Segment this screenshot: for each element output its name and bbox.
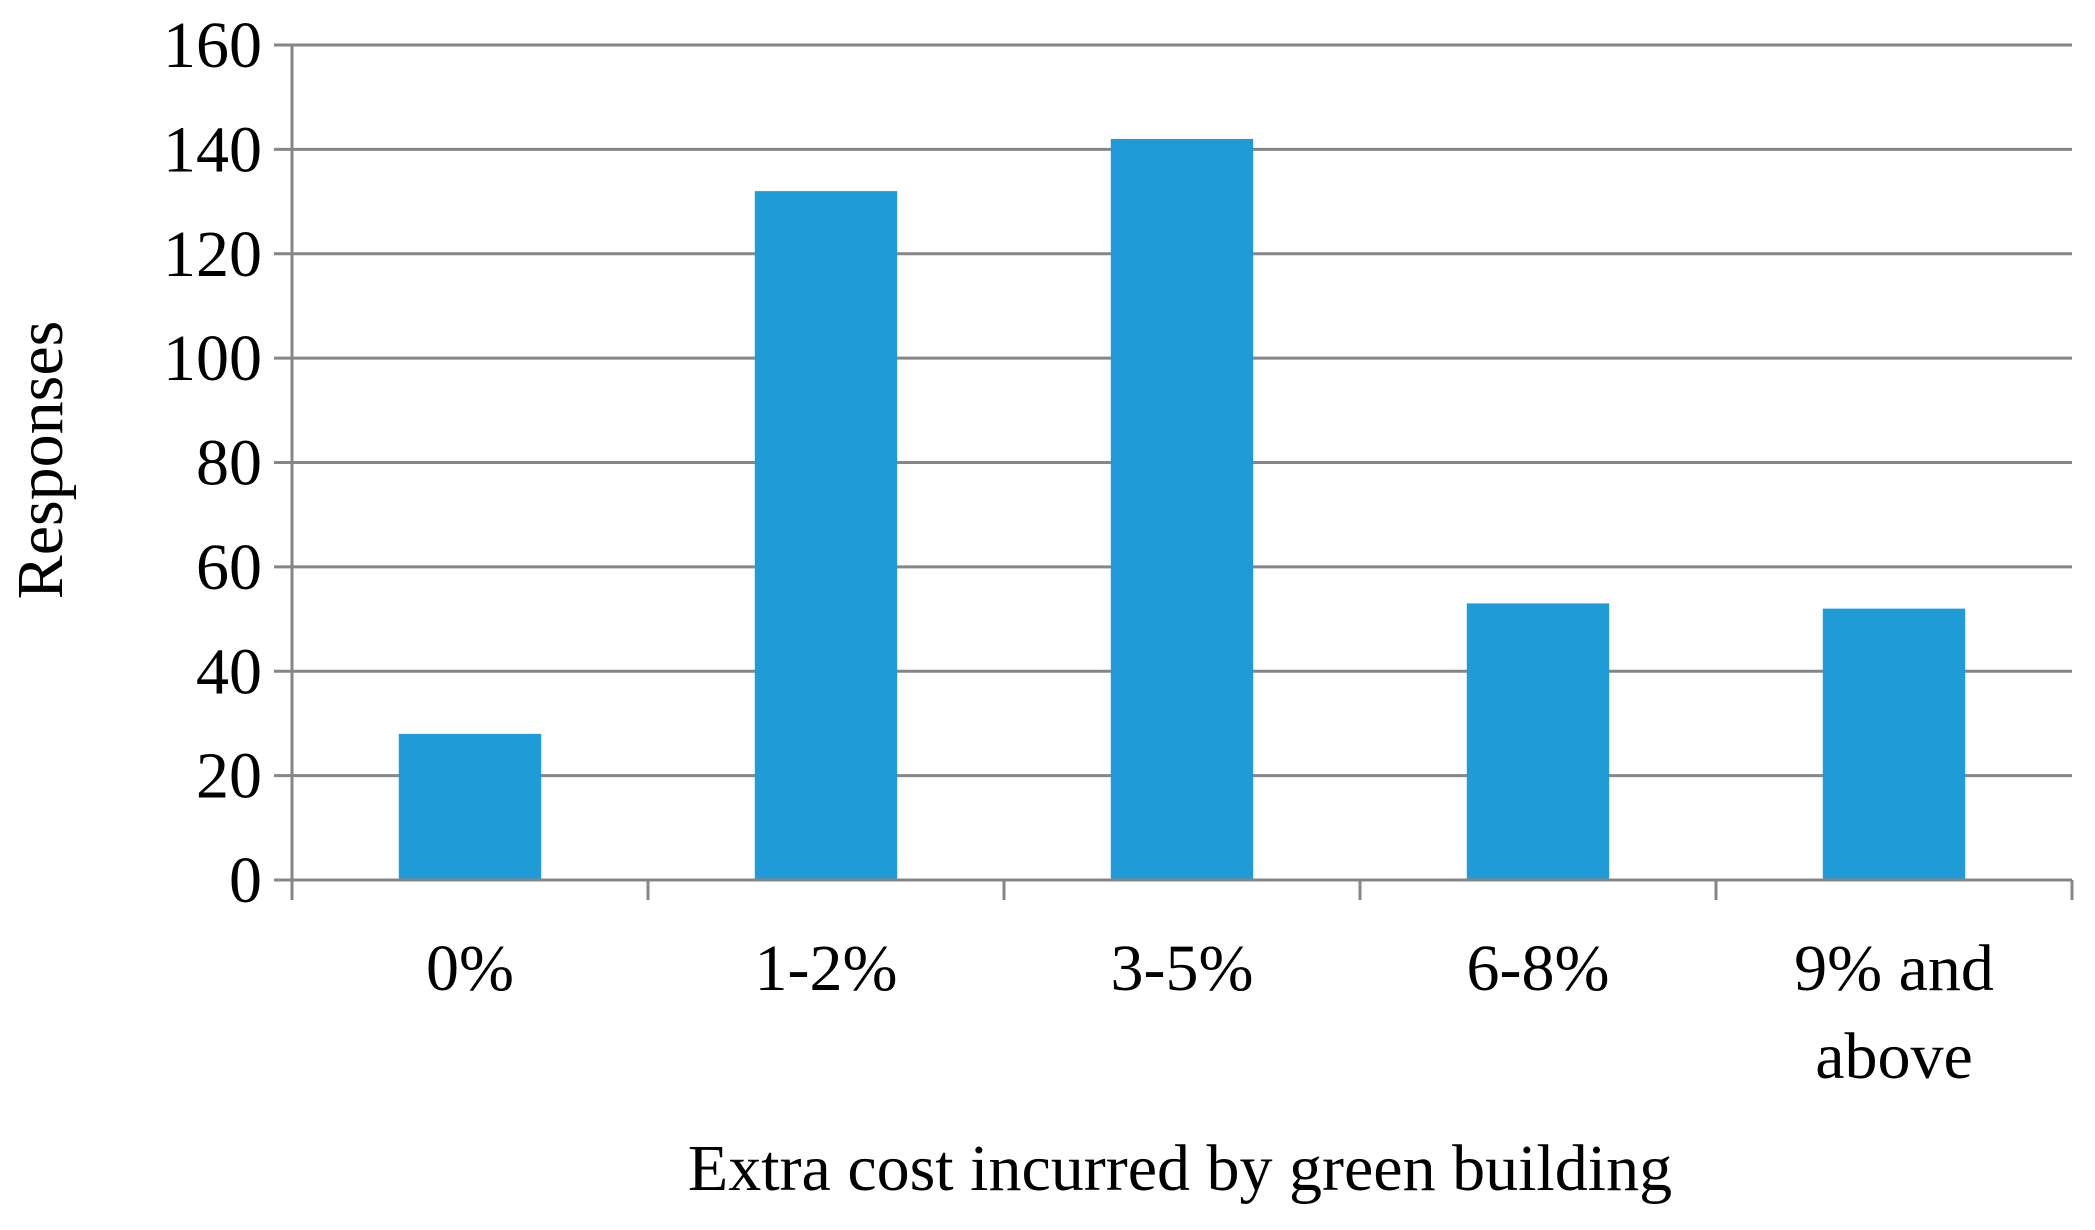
- x-tick-label: 0%: [426, 932, 514, 1005]
- bar: [754, 191, 898, 880]
- x-tick-labels: 0% 1-2% 3-5% 6-8% 9% and above: [426, 932, 1994, 1093]
- x-tick-label: 6-8%: [1467, 932, 1610, 1005]
- x-tick-label-line: 9% and: [1794, 932, 1994, 1005]
- bar: [1822, 608, 1966, 880]
- bar: [398, 733, 542, 880]
- x-tick-label-line: 1-2%: [755, 932, 898, 1005]
- y-tick-label: 160: [163, 9, 262, 82]
- axes: [274, 43, 2074, 900]
- x-tick-label-line: 6-8%: [1467, 932, 1610, 1005]
- y-tick-label: 20: [196, 740, 262, 813]
- x-tick-label: 9% and above: [1794, 932, 1994, 1093]
- bar: [1110, 138, 1254, 880]
- bar: [1466, 603, 1610, 880]
- y-tick-label: 60: [196, 531, 262, 604]
- y-tick-label: 140: [163, 113, 262, 186]
- y-tick-label: 40: [196, 635, 262, 708]
- x-axis-title: Extra cost incurred by green building: [688, 1132, 1672, 1205]
- y-axis-title: Responses: [4, 321, 77, 600]
- y-tick-label: 120: [163, 218, 262, 291]
- bars: [398, 138, 1966, 880]
- y-tick-label: 0: [229, 844, 262, 917]
- x-tick-label-line: above: [1815, 1020, 1973, 1093]
- y-tick-label: 100: [163, 322, 262, 395]
- x-tick-label-line: 0%: [426, 932, 514, 1005]
- x-tick-label-line: 3-5%: [1111, 932, 1254, 1005]
- x-tick-label: 3-5%: [1111, 932, 1254, 1005]
- y-tick-labels: 0 20 40 60 80 100 120 140 160: [163, 9, 262, 917]
- y-tick-label: 80: [196, 427, 262, 500]
- x-tick-label: 1-2%: [755, 932, 898, 1005]
